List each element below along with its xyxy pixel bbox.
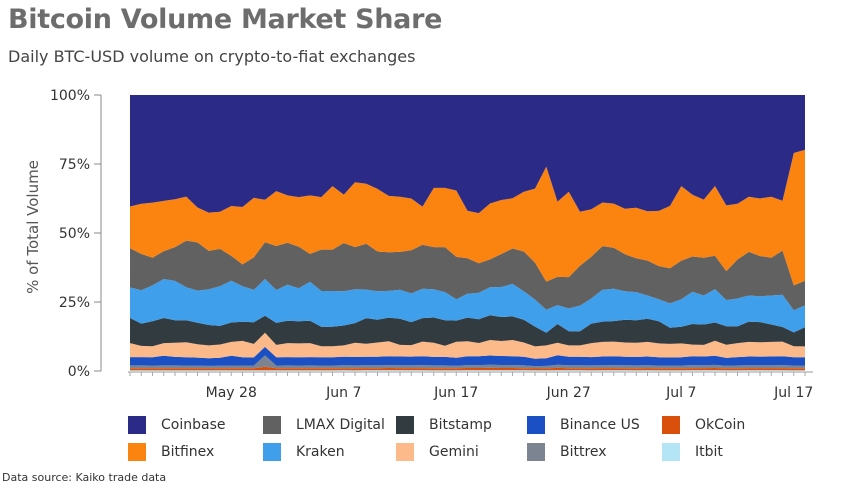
y-tick-label: 75% bbox=[59, 157, 90, 173]
x-tick-label: Jul 17 bbox=[773, 385, 813, 401]
data-source-note: Data source: Kaiko trade data bbox=[2, 471, 167, 484]
area-series-group bbox=[130, 95, 805, 371]
y-axis-label: % of Total Volume bbox=[24, 160, 42, 294]
chart-subtitle: Daily BTC-USD volume on crypto-to-fiat e… bbox=[8, 47, 416, 66]
series-area-bitfinex bbox=[130, 149, 805, 286]
series-area-gemini bbox=[130, 332, 805, 359]
axes-group: 0% 25% 50% 75% 100% May 28 Jun 7 Jun 17 Jun 27 Ju… bbox=[50, 88, 813, 401]
x-tick-label: Jun 7 bbox=[325, 385, 361, 401]
y-tick-label: 50% bbox=[59, 226, 90, 242]
series-area-lmax-digital bbox=[130, 240, 805, 311]
series-area-coinbase bbox=[130, 95, 805, 214]
y-tick-label: 100% bbox=[50, 88, 90, 104]
series-area-kraken bbox=[130, 279, 805, 333]
series-area-binance-us bbox=[130, 346, 805, 367]
x-tick-label: May 28 bbox=[206, 385, 257, 401]
y-tick-label: 0% bbox=[68, 364, 90, 380]
series-area-bitstamp bbox=[130, 315, 805, 347]
series-area-itbit bbox=[130, 370, 805, 371]
x-tick-label: Jun 27 bbox=[546, 385, 591, 401]
x-tick-label: Jun 17 bbox=[433, 385, 478, 401]
series-area-bittrex bbox=[130, 355, 805, 369]
x-tick-label: Jul 7 bbox=[665, 385, 696, 401]
series-area-okcoin bbox=[130, 366, 805, 371]
y-tick-label: 25% bbox=[59, 295, 90, 311]
chart-title: Bitcoin Volume Market Share bbox=[8, 4, 443, 35]
